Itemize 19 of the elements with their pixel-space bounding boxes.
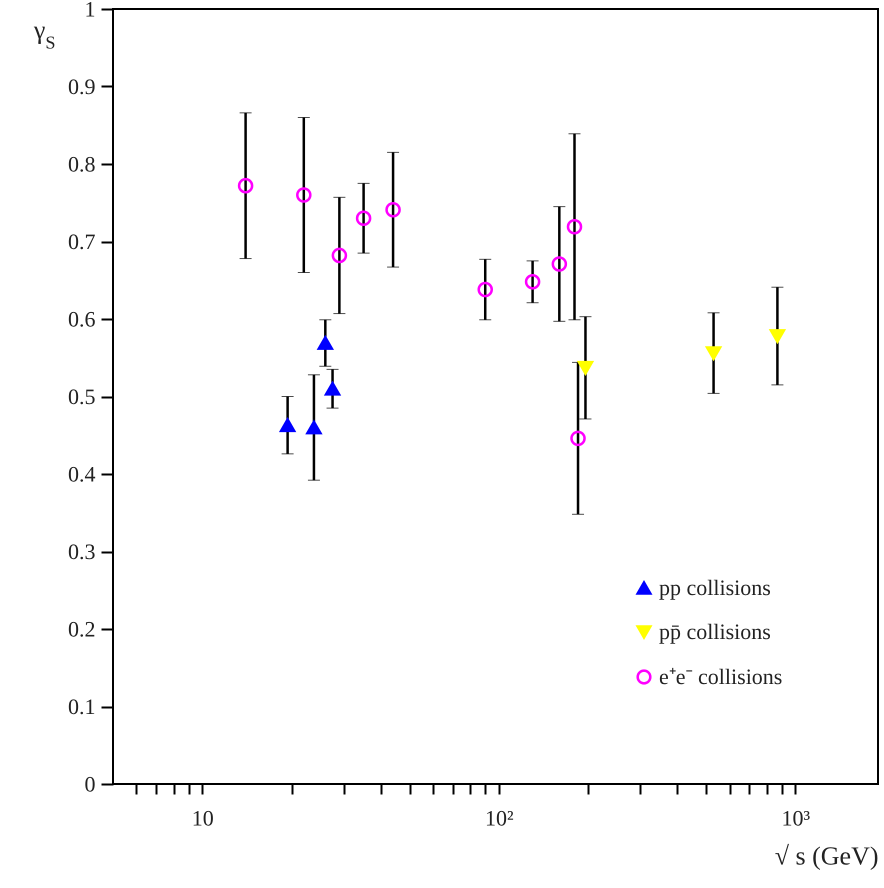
y-tick-label: 0.7 [68,229,96,254]
y-tick-label: 0.6 [68,306,96,332]
x-tick-label: 10² [485,806,514,830]
legend-label: pp collisions [659,575,771,600]
y-tick-label: 0.3 [68,539,96,564]
y-tick-label: 0.9 [68,74,96,99]
y-tick-label: 0.8 [68,152,96,176]
y-tick-label: 0.4 [68,462,96,486]
y-tick-label: 0.2 [68,616,96,642]
y-tick-label: 0.1 [68,694,96,719]
y-axis-title: γ$_{S}$ [32,16,56,52]
x-axis-title: √ s (GeV) [774,842,878,870]
x-tick-label: 10 [192,806,214,830]
legend-label: e⁺e⁻ collisions [659,664,782,689]
x-tick-label: 10³ [782,806,811,830]
legend-label: pp̄ collisions [659,619,771,644]
y-tick-label: 0.5 [68,384,96,409]
y-tick-label: 0 [84,772,96,796]
y-tick-label: 1 [84,0,96,22]
